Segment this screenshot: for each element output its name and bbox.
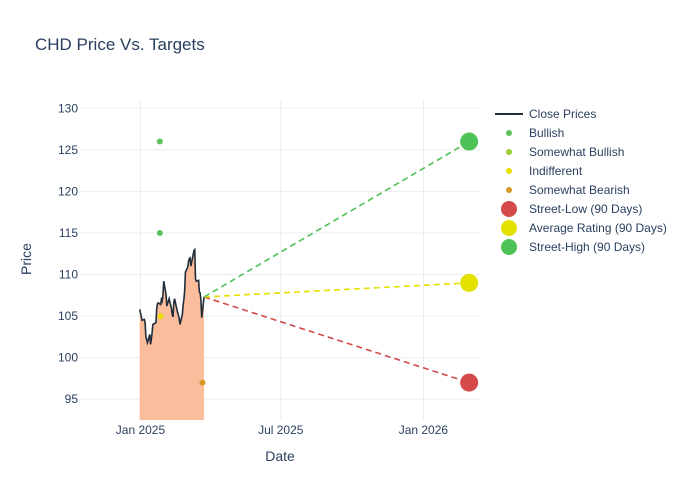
y-tick-label: 110 bbox=[59, 268, 78, 282]
y-tick-label: 100 bbox=[58, 351, 78, 365]
legend-marker-symbol bbox=[501, 201, 517, 217]
x-tick-label: Jan 2026 bbox=[399, 423, 449, 437]
target-marker bbox=[460, 132, 479, 151]
y-tick-label: 120 bbox=[58, 184, 78, 198]
target-line bbox=[203, 282, 470, 298]
rating-point bbox=[156, 229, 163, 236]
legend-label: Indifferent bbox=[529, 164, 583, 178]
legend-label: Street-High (90 Days) bbox=[529, 240, 645, 254]
close-price-line bbox=[138, 247, 205, 346]
plot-area bbox=[138, 132, 479, 420]
legend-marker-symbol bbox=[501, 220, 517, 236]
y-tick-label: 105 bbox=[58, 309, 78, 323]
target-marker bbox=[460, 273, 479, 292]
x-tick-label: Jul 2025 bbox=[258, 423, 304, 437]
legend-label: Street-Low (90 Days) bbox=[529, 202, 642, 216]
target-line bbox=[203, 296, 470, 384]
y-tick-label: 115 bbox=[59, 226, 78, 240]
legend-dot-symbol bbox=[506, 130, 512, 136]
legend-marker-symbol bbox=[501, 239, 517, 255]
target-line bbox=[203, 140, 470, 298]
legend-label: Average Rating (90 Days) bbox=[529, 221, 667, 235]
y-axis-title: Price bbox=[18, 243, 34, 275]
legend-dot-symbol bbox=[506, 149, 512, 155]
legend-dot-symbol bbox=[506, 168, 512, 174]
legend-dot-symbol bbox=[506, 187, 512, 193]
rating-point bbox=[156, 138, 163, 145]
legend-label: Somewhat Bearish bbox=[529, 183, 630, 197]
y-tick-label: 95 bbox=[65, 392, 79, 406]
legend-label: Bullish bbox=[529, 126, 564, 140]
target-marker bbox=[460, 373, 479, 392]
legend-label: Close Prices bbox=[529, 107, 596, 121]
x-tick-label: Jan 2025 bbox=[116, 423, 166, 437]
chart-title: CHD Price Vs. Targets bbox=[35, 35, 205, 54]
y-tick-label: 125 bbox=[58, 143, 78, 157]
axes: 95 100 105 110 115 120 125 130 Jan 2025 Jul 2025 J… bbox=[58, 101, 448, 437]
rating-point bbox=[157, 313, 164, 320]
rating-point bbox=[199, 379, 206, 386]
legend-label: Somewhat Bullish bbox=[529, 145, 624, 159]
legend: Close Prices Bullish Somewhat Bullish Indif… bbox=[495, 107, 667, 255]
y-tick-label: 130 bbox=[58, 101, 78, 115]
close-price-area bbox=[139, 249, 205, 420]
x-axis-title: Date bbox=[265, 448, 295, 464]
